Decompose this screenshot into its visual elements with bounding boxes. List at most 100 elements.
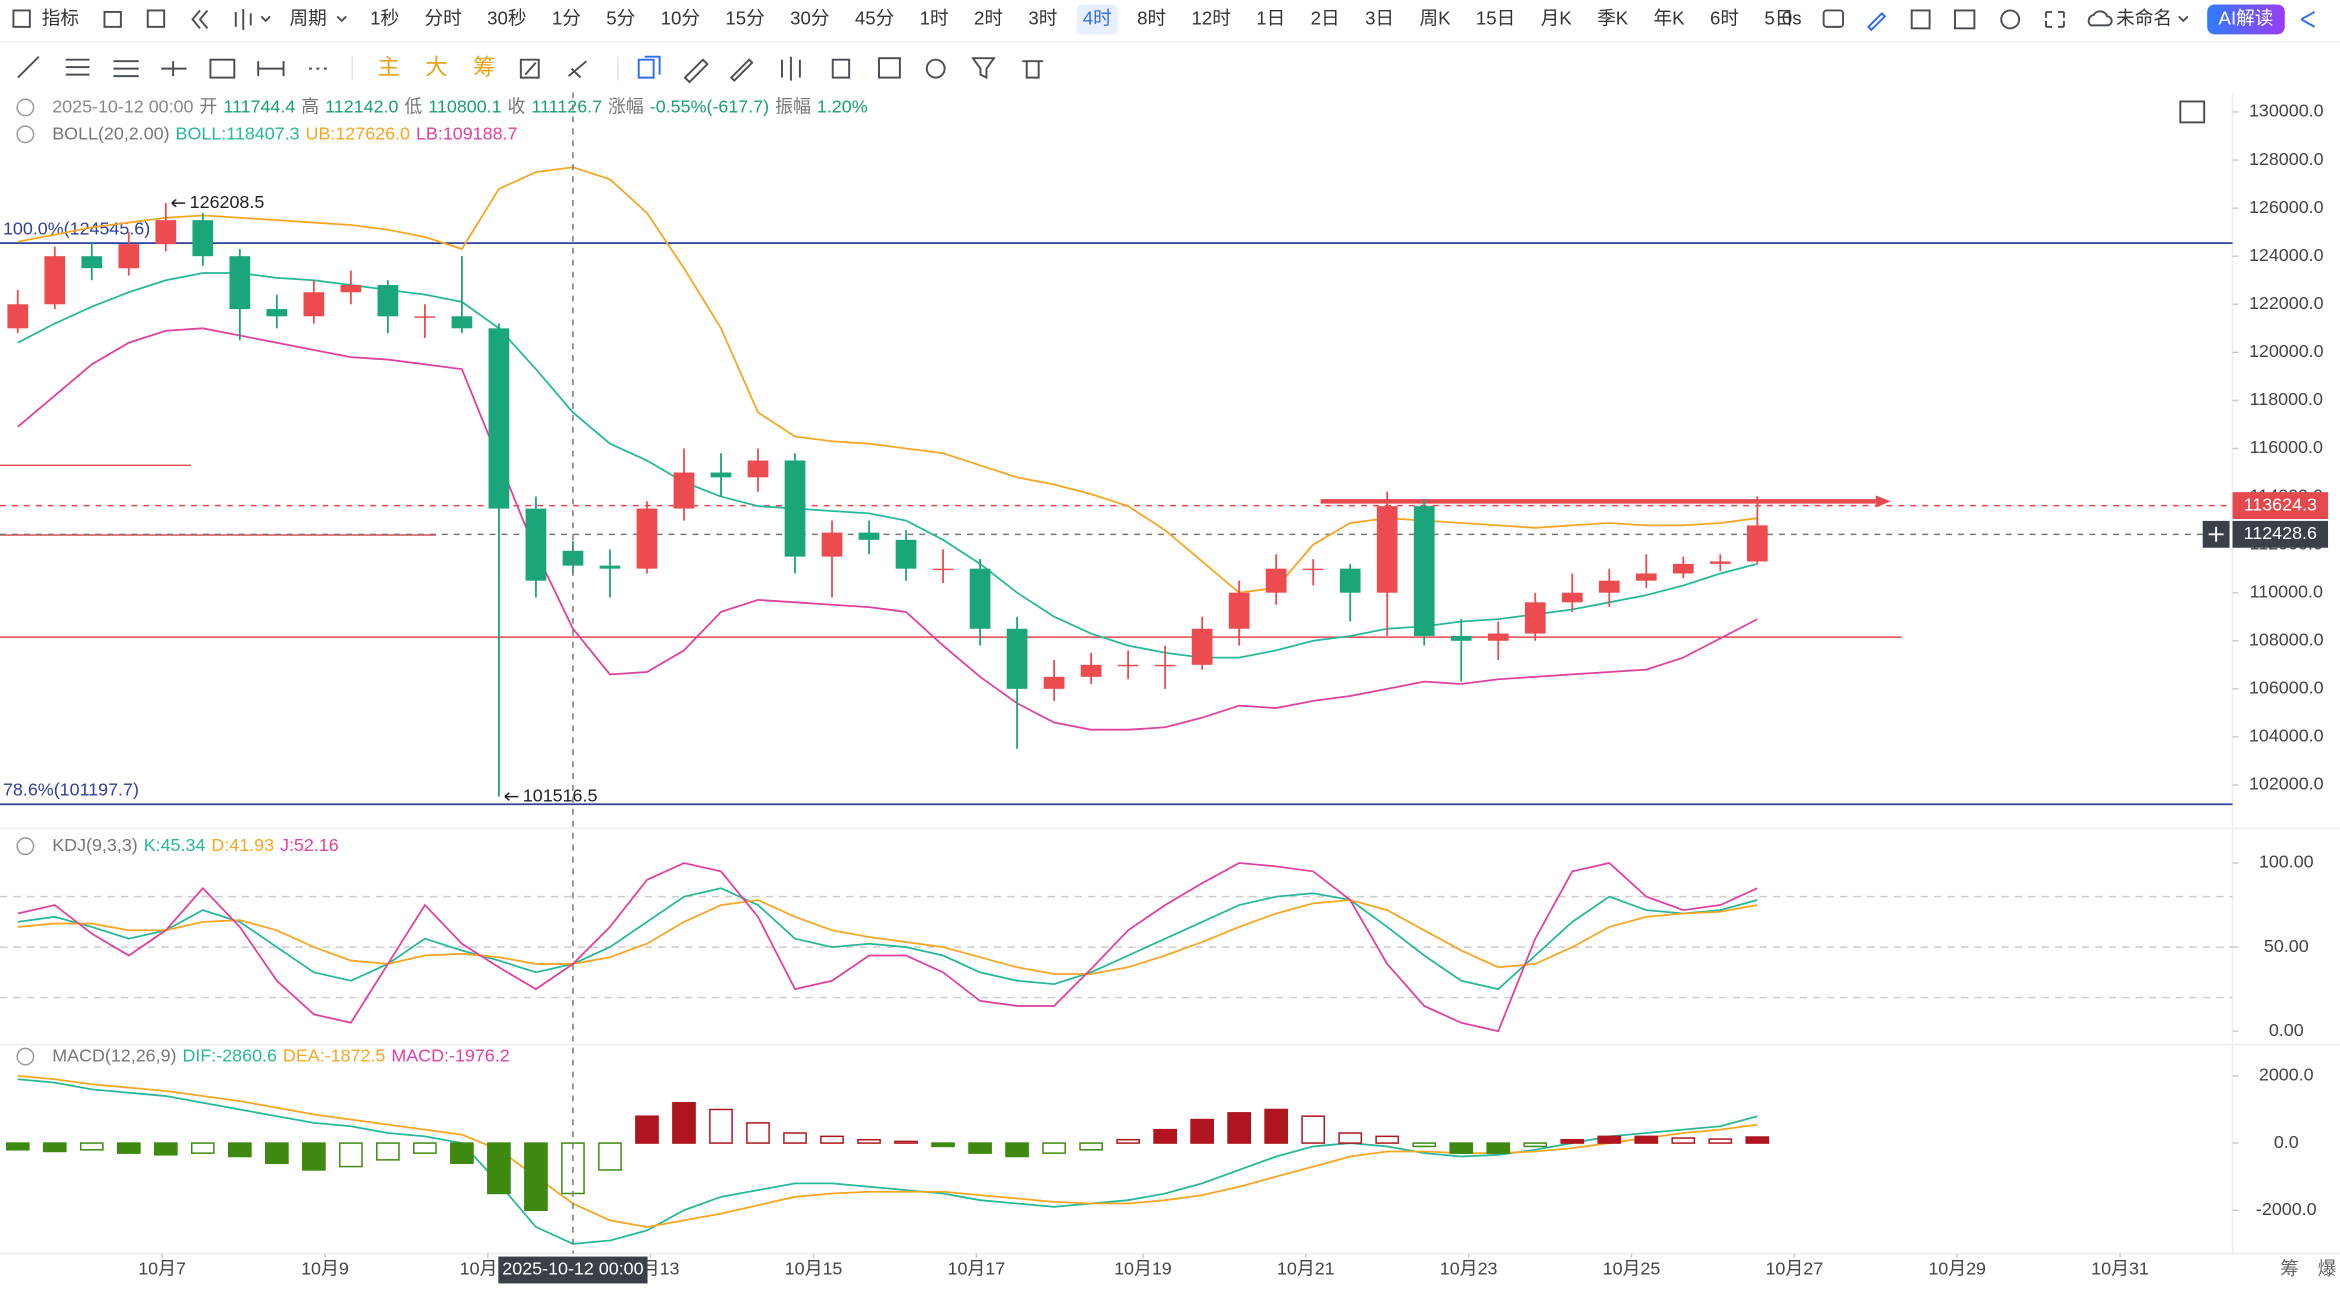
legend: MACD(12,26,9) DIF:-2860.6 DEA:-1872.5 MACD:… xyxy=(52,1045,509,1065)
file-name[interactable]: 未命名 xyxy=(2116,7,2172,28)
x-tick-label: 10月21 xyxy=(1277,1259,1335,1279)
period-button[interactable]: 月K xyxy=(1541,7,1573,28)
fib-tool[interactable] xyxy=(113,60,139,78)
filter-tool[interactable] xyxy=(971,57,996,80)
period-button[interactable]: 3时 xyxy=(1028,7,1057,28)
ai-button[interactable]: AI解读 xyxy=(2219,7,2274,28)
period-button[interactable]: 1秒 xyxy=(370,7,399,28)
period-button[interactable]: 周期 xyxy=(290,7,327,28)
caret[interactable] xyxy=(336,15,347,23)
period-button[interactable]: 2时 xyxy=(974,7,1003,28)
period-button[interactable]: 1时 xyxy=(920,7,949,28)
back-icon[interactable] xyxy=(191,9,209,29)
caret[interactable] xyxy=(2178,15,2189,23)
x-tick-label: 10月31 xyxy=(2091,1259,2149,1279)
draw-tool[interactable]: 筹 xyxy=(473,55,495,80)
brush-tool[interactable] xyxy=(729,58,754,82)
period-button[interactable]: 12时 xyxy=(1192,7,1231,28)
period-button[interactable]: 季K xyxy=(1597,7,1629,28)
camera-icon[interactable] xyxy=(1822,9,1845,28)
tool-b[interactable] xyxy=(567,60,588,79)
rect-tool[interactable] xyxy=(209,58,236,79)
measure-tool[interactable] xyxy=(257,61,285,77)
macd-bar xyxy=(79,1142,104,1151)
collapse-icon xyxy=(16,1047,35,1066)
fullscreen-icon[interactable] xyxy=(2045,10,2065,28)
candle-body xyxy=(7,304,29,329)
macd-bar xyxy=(968,1142,992,1154)
period-button[interactable]: 8时 xyxy=(1137,7,1166,28)
settings-icon[interactable] xyxy=(2000,9,2021,30)
cloud-icon[interactable] xyxy=(2087,10,2113,27)
ai-button-bg[interactable] xyxy=(2207,4,2285,35)
collapse-icon xyxy=(16,837,35,856)
magnet-tool[interactable] xyxy=(925,58,946,79)
layout-icon[interactable] xyxy=(103,10,122,28)
y-tick-label: 108000.0 xyxy=(2249,630,2324,650)
line-tool[interactable] xyxy=(17,56,40,79)
chart-type-icon[interactable] xyxy=(234,8,252,30)
info-name: 涨幅 xyxy=(608,96,644,116)
caret[interactable] xyxy=(260,15,271,23)
indicator-button[interactable]: 指标 xyxy=(42,7,79,28)
period-button[interactable]: 1分 xyxy=(552,7,581,28)
y-tick-label: 118000.0 xyxy=(2250,389,2323,409)
y-tick-label: 120000.0 xyxy=(2249,341,2324,361)
candle-body xyxy=(118,244,140,269)
layer-tool[interactable] xyxy=(637,55,661,79)
candle-body xyxy=(1302,568,1324,571)
period-button[interactable]: 年K xyxy=(1654,7,1686,28)
period-button[interactable]: 分时 xyxy=(424,7,461,28)
indicator-icon[interactable] xyxy=(12,9,31,28)
split-icon[interactable] xyxy=(146,9,166,28)
legend: 2025-10-12 00:00 开 111744.4 高 112142.0 低 11080… xyxy=(52,96,867,116)
collapse-icon xyxy=(16,98,35,117)
period-button[interactable]: 5分 xyxy=(606,7,635,28)
legend-entry: DIF:-2860.6 xyxy=(182,1045,277,1065)
draw-tool[interactable]: 主 xyxy=(378,55,400,80)
extreme-arrow xyxy=(504,792,519,801)
period-button[interactable]: 5日 xyxy=(1764,7,1793,28)
period-button[interactable]: 15分 xyxy=(725,7,764,28)
lock-tool[interactable] xyxy=(831,58,851,79)
hline-tool[interactable] xyxy=(161,61,187,77)
indicator-name: KDJ(9,3,3) xyxy=(52,835,138,855)
period-button[interactable]: 15日 xyxy=(1476,7,1515,28)
candle-body xyxy=(895,539,917,569)
draw-tool[interactable]: 大 xyxy=(425,55,447,80)
period-button[interactable]: 周K xyxy=(1419,7,1451,28)
candle-body xyxy=(451,316,473,329)
indicator-line xyxy=(17,166,1758,594)
delete-tool[interactable] xyxy=(1022,60,1044,79)
period-button[interactable]: 2日 xyxy=(1311,7,1340,28)
period-button[interactable]: 1日 xyxy=(1256,7,1285,28)
period-button[interactable]: 30分 xyxy=(790,7,829,28)
replay-icon[interactable] xyxy=(1910,9,1931,30)
y-tick-label: 116000.0 xyxy=(2250,437,2323,457)
period-button[interactable]: 6时 xyxy=(1710,7,1739,28)
period-button[interactable]: 45分 xyxy=(855,7,894,28)
period-button[interactable]: 10分 xyxy=(661,7,700,28)
y-tick-label: 106000.0 xyxy=(2249,678,2324,698)
macd-bar xyxy=(487,1142,511,1195)
legend-entry: MACD:-1976.2 xyxy=(391,1045,509,1065)
share-icon[interactable] xyxy=(2300,11,2316,28)
macd-bar xyxy=(376,1142,400,1161)
draw-icon[interactable] xyxy=(1867,12,1887,32)
candle-body xyxy=(303,292,325,317)
screen-icon[interactable] xyxy=(1954,9,1976,30)
candle-body xyxy=(858,532,880,540)
crosshair-x-label: 2025-10-12 00:00 xyxy=(502,1259,643,1279)
y-tick-label: 0.0 xyxy=(2274,1132,2299,1152)
tool-a[interactable] xyxy=(519,58,540,79)
period-button[interactable]: 4时 xyxy=(1083,7,1112,28)
period-button[interactable]: 3日 xyxy=(1365,7,1394,28)
macd-bar xyxy=(302,1142,326,1171)
period-button[interactable]: 30秒 xyxy=(487,7,526,28)
ruler-tool[interactable] xyxy=(683,58,709,84)
candle-tool[interactable] xyxy=(781,56,801,81)
maximize-icon[interactable] xyxy=(2179,100,2206,124)
parallel-tool[interactable] xyxy=(65,58,90,76)
note-tool[interactable] xyxy=(878,57,901,79)
